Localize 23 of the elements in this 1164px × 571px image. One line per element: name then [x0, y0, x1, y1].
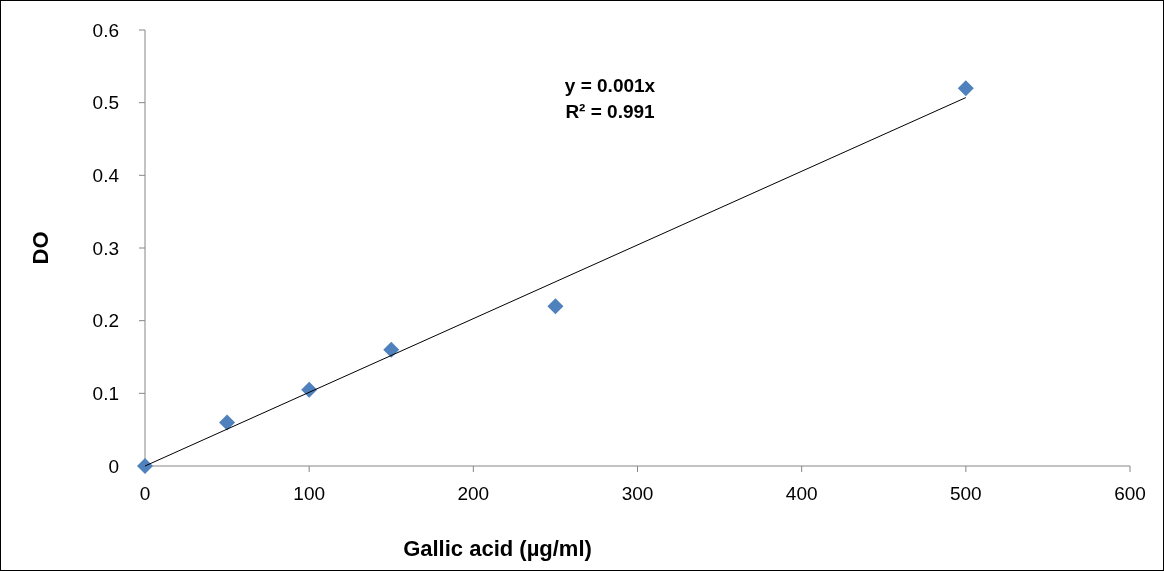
annotation: R² = 0.991 — [565, 101, 656, 122]
x-axis-title: Gallic acid (µg/ml) — [403, 536, 592, 561]
x-tick-label: 100 — [293, 483, 326, 504]
annotation: y = 0.001x — [564, 75, 656, 96]
y-tick-label: 0.3 — [92, 237, 119, 259]
x-tick-label: 600 — [1114, 483, 1146, 504]
x-tick-label: 400 — [785, 483, 818, 504]
x-tick-label: 300 — [621, 483, 654, 504]
y-tick-label: 0.1 — [92, 382, 119, 404]
y-tick-label: 0.6 — [92, 19, 119, 41]
x-tick-label: 0 — [139, 483, 151, 504]
point — [219, 414, 236, 431]
y-tick-label: 0 — [108, 455, 119, 477]
point — [137, 458, 153, 474]
y-tick-label: 0.2 — [92, 310, 119, 332]
x-tick-label: 500 — [949, 483, 982, 504]
point — [547, 298, 564, 315]
point — [383, 341, 400, 358]
y-tick-label: 0.4 — [92, 164, 120, 186]
y-axis-title: DO — [28, 231, 53, 265]
y-tick-label: 0.5 — [92, 92, 119, 114]
point — [957, 80, 974, 97]
x-tick-label: 200 — [457, 483, 490, 504]
